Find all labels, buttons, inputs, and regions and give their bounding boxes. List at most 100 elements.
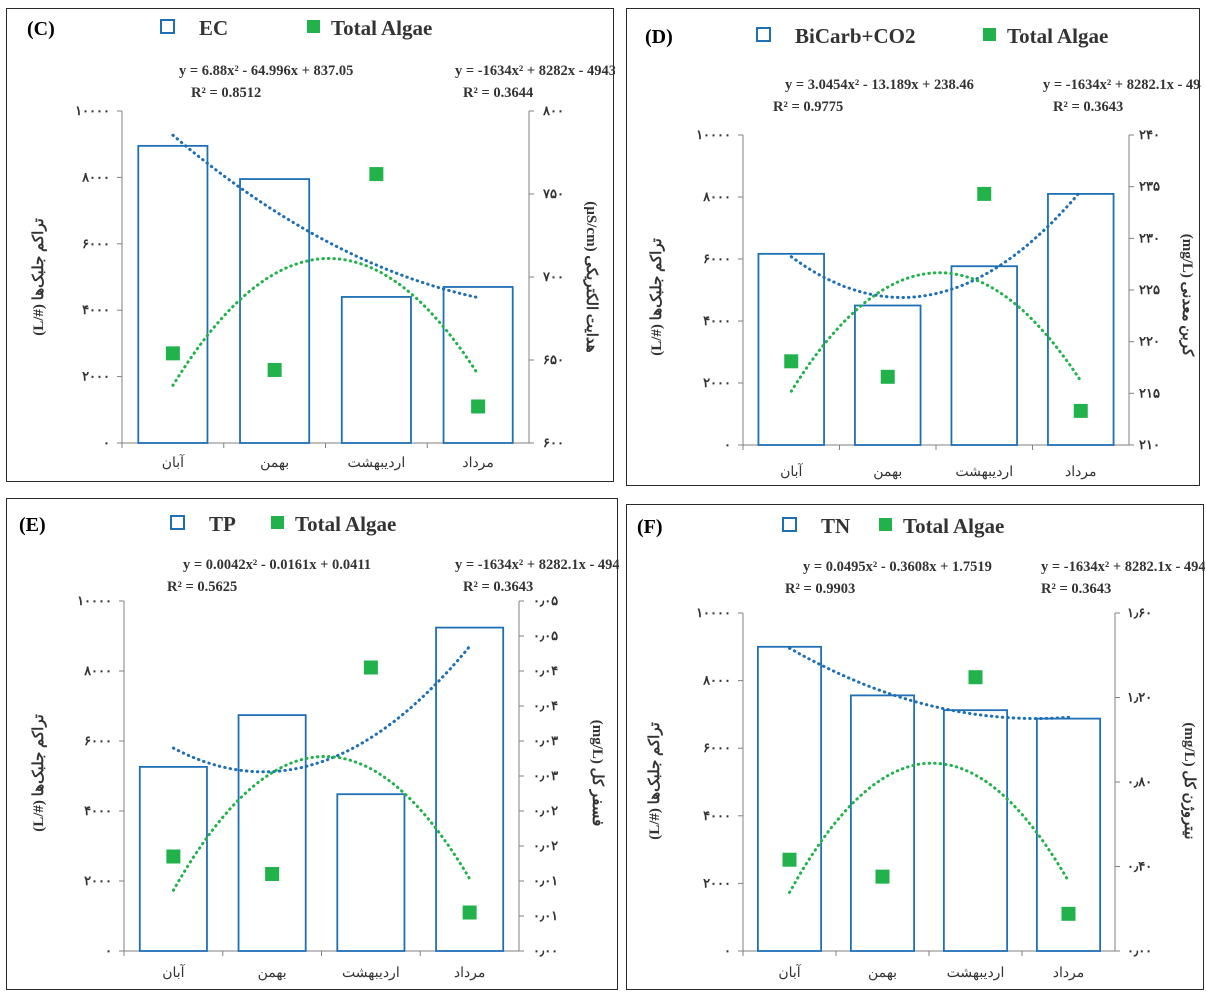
trend-r2-left: R² = 0.9775 — [773, 99, 843, 115]
right-tick-label: ۰٫۰۰ — [1127, 943, 1152, 958]
right-axis-title: کربن معدنی (mg/L) — [1179, 234, 1195, 357]
right-tick-label: ۰٫۰۱ — [533, 873, 558, 888]
legend-marker-series: Total Algae — [295, 512, 396, 536]
left-tick-label: ۲۰۰۰ — [82, 369, 110, 384]
category-label: مرداد — [1053, 966, 1085, 981]
left-tick-label: ۲۰۰۰ — [703, 375, 731, 390]
category-label: اردیبهشت — [342, 966, 400, 981]
category-label: مرداد — [454, 966, 486, 981]
category-label: بهمن — [260, 456, 289, 471]
left-tick-label: ۱۰۰۰۰ — [696, 605, 731, 620]
right-tick-label: ۰٫۸۰ — [1127, 774, 1152, 789]
legend-marker-series: Total Algae — [331, 16, 432, 40]
left-tick-label: ۸۰۰۰ — [702, 673, 731, 688]
bar-tp — [336, 793, 406, 952]
trend-equation-left: y = 6.88x² - 64.996x + 837.05 — [179, 63, 353, 79]
marker-total-algae — [1061, 906, 1076, 921]
category-label: بهمن — [868, 966, 897, 981]
marker-legend-swatch-icon — [271, 516, 284, 529]
category-label: آبان — [162, 963, 185, 981]
marker-total-algae — [1073, 403, 1088, 418]
trend-equation-left: y = 0.0042x² - 0.0161x + 0.0411 — [183, 557, 371, 573]
trendline-total-algae — [789, 271, 1083, 393]
right-tick-label: ۰٫۰۰ — [533, 943, 558, 958]
left-tick-label: ۸۰۰۰ — [83, 663, 112, 678]
trend-r2-left: R² = 0.8512 — [191, 85, 261, 101]
category-label: اردیبهشت — [955, 465, 1013, 480]
left-tick-label: ۴۰۰۰ — [703, 808, 731, 823]
left-tick-label: ۱۰۰۰۰ — [77, 593, 112, 608]
right-tick-label: ۱٫۶۰ — [1127, 605, 1152, 620]
left-tick-label: ۲۰۰۰ — [84, 873, 112, 888]
trendline-bar-series — [789, 189, 1083, 300]
marker-total-algae — [782, 852, 797, 867]
marker-total-algae — [968, 670, 983, 685]
category-label: بهمن — [873, 465, 902, 480]
right-tick-label: ۲۳۵ — [1139, 179, 1160, 194]
trendline-bar-series — [171, 644, 472, 774]
left-axis-title: تراکم جلبک‌ها (#/L) — [31, 218, 47, 336]
right-tick-label: ۰٫۴۰ — [1127, 859, 1152, 874]
right-tick-label: ۰٫۰۴ — [533, 663, 558, 678]
bar-tn — [756, 645, 823, 952]
bar-ec — [137, 144, 209, 444]
right-tick-label: ۸۰۰ — [542, 103, 564, 118]
left-tick-label: ۰ — [724, 437, 731, 452]
right-tick-label: ۲۱۵ — [1139, 385, 1160, 400]
right-tick-label: ۲۲۰ — [1139, 334, 1160, 349]
trendline-total-algae — [171, 755, 472, 892]
left-tick-label: ۴۰۰۰ — [84, 803, 112, 818]
category-label: مرداد — [1065, 465, 1097, 480]
right-axis-title: هدایت الکتریکی (µS/cm) — [583, 201, 599, 353]
right-tick-label: ۰٫۰۳ — [533, 733, 558, 748]
left-tick-label: ۰ — [105, 943, 112, 958]
right-tick-label: ۷۵۰ — [542, 186, 564, 201]
bar-legend-swatch-icon — [170, 515, 185, 530]
left-tick-label: ۸۰۰۰ — [81, 169, 110, 184]
right-tick-label: ۲۳۰ — [1139, 230, 1160, 245]
trendline-total-algae — [171, 257, 480, 387]
bar-tp — [435, 626, 505, 952]
left-tick-label: ۰ — [724, 943, 731, 958]
trend-r2-right: R² = 0.3643 — [463, 579, 533, 595]
right-tick-label: ۷۰۰ — [542, 269, 564, 284]
right-tick-label: ۰٫۰۲ — [533, 838, 558, 853]
right-tick-label: ۶۰۰ — [543, 435, 564, 450]
category-label: آبان — [778, 963, 801, 981]
category-label: اردیبهشت — [947, 966, 1005, 981]
right-tick-label: ۰٫۰۴ — [533, 698, 558, 713]
left-tick-label: ۶۰۰۰ — [84, 733, 112, 748]
left-axis-title: تراکم جلبک‌ها (#/L) — [31, 714, 47, 832]
category-label: مرداد — [462, 456, 494, 471]
left-axis-title: تراکم جلبک‌ها (#/L) — [647, 722, 663, 840]
marker-total-algae — [166, 849, 181, 864]
bar-bicarb-co2 — [1047, 192, 1115, 446]
panel-label: (E) — [19, 514, 46, 536]
bar-tn — [942, 709, 1009, 952]
trendline-bar-series — [788, 646, 1070, 720]
marker-legend-swatch-icon — [307, 20, 320, 33]
legend-bar-series: TN — [821, 514, 850, 538]
trendline-bar-series — [171, 133, 480, 300]
panel-label: (C) — [27, 18, 55, 40]
right-tick-label: ۰٫۰۳ — [533, 768, 558, 783]
trend-equation-left: y = 0.0495x² - 0.3608x + 1.7519 — [803, 559, 992, 575]
bar-tn — [849, 694, 916, 952]
chart-svg-e: (E) TP Total Algae y = 0.0042x² - 0.0161x +… — [19, 512, 619, 981]
right-tick-label: ۰٫۰۲ — [533, 803, 558, 818]
chart-panel-e: (E) TP Total Algae y = 0.0042x² - 0.0161x +… — [6, 498, 619, 990]
marker-total-algae — [875, 869, 890, 884]
right-axis-title: فسفر کل (mg/L) — [589, 720, 605, 827]
trend-equation-right: y = -1634x² + 8282.1x - 4943.2 — [1041, 559, 1205, 575]
trend-r2-right: R² = 0.3644 — [463, 85, 533, 101]
category-label: آبان — [162, 453, 185, 471]
trendline-total-algae — [788, 761, 1070, 894]
left-tick-label: ۱۰۰۰۰ — [75, 103, 110, 118]
right-tick-label: ۰٫۰۵ — [533, 628, 558, 643]
chart-svg-c: (C) EC Total Algae y = 6.88x² - 64.996x + 8… — [27, 16, 615, 471]
chart-panel-f: (F) TN Total Algae y = 0.0495x² - 0.3608x +… — [626, 504, 1205, 990]
legend-bar-series: TP — [209, 512, 236, 536]
marker-total-algae — [165, 346, 180, 361]
left-axis-title: تراکم جلبک‌ها (#/L) — [649, 238, 665, 356]
bar-ec — [239, 178, 311, 444]
